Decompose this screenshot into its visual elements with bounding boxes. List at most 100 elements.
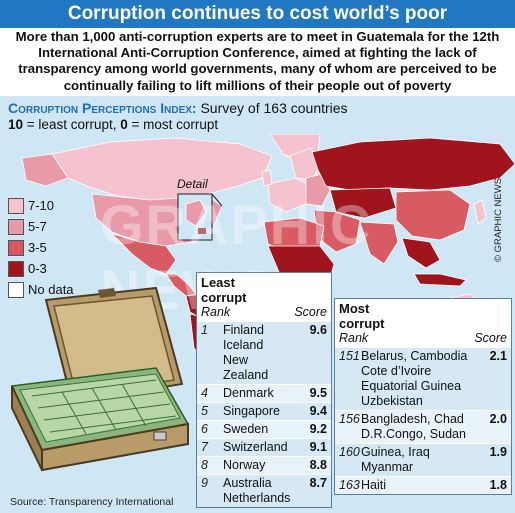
rank-cell: 163 [339,478,360,492]
most-corrupt-title: Most corrupt [339,301,385,331]
legend-label: 7-10 [28,198,55,213]
legend-item: 7-10 [8,196,74,215]
index-title: Corruption Perceptions Index: [8,100,197,116]
country-name: Haiti [361,478,387,492]
scale-zero: 0 [120,117,128,132]
legend: 7-10 5-7 3-5 0-3 No data [8,196,74,301]
map-indonesia [413,273,467,287]
table-row: 163 Haiti 1.8 [335,476,511,494]
rank-header: Rank [201,305,231,319]
country-name: Cote d’Ivoire [361,364,432,378]
score-cell: 9.2 [309,422,327,436]
rank-cell: 4 [201,386,208,400]
score-cell: 8.8 [309,458,327,472]
rank-cell: 160 [339,445,360,459]
score-header: Score [474,331,507,345]
rank-header: Rank [339,331,369,345]
legend-swatch [8,281,24,298]
map-uk [261,169,273,187]
map-india [359,221,399,265]
score-cell: 2.1 [489,349,507,363]
country-cell: Australia Netherlands [223,476,293,506]
least-corrupt-title: Least corrupt [201,275,247,305]
table-row: 1 Finland Iceland New Zealand 9.6 [197,321,331,384]
score-cell: 2.0 [489,412,507,426]
table-row: 160 Guinea, Iraq Myanmar 1.9 [335,443,511,476]
country-cell: Guinea, Iraq Myanmar [361,445,473,475]
legend-swatch [8,260,24,277]
country-cell: Sweden [223,422,293,437]
country-name: Netherlands [223,491,291,505]
index-survey: Survey of 163 countries [200,100,348,116]
most-corrupt-table: Most corrupt Rank Score 151 Belarus, Cambod… [334,298,512,495]
legend-item: 3-5 [8,238,74,257]
cash-briefcase-illustration [10,286,190,472]
country-name: Equatorial Guinea [361,379,462,393]
scale-ten: 10 [8,117,24,132]
rank-cell: 9 [201,476,208,490]
detail-caribbean [185,199,207,227]
map-russia [311,137,515,191]
map-alaska [21,153,69,187]
rank-cell: 5 [201,404,208,418]
score-cell: 9.4 [309,404,327,418]
detail-label: Detail [177,177,208,191]
table-row: 4 Denmark 9.5 [197,384,331,402]
country-cell: Belarus, Cambodia Cote d’Ivoire Equatorial… [361,349,473,409]
table-row: 151 Belarus, Cambodia Cote d’Ivoire Equator… [335,347,511,410]
country-name: Denmark [223,386,274,400]
country-cell: Singapore [223,404,293,419]
rank-cell: 1 [201,323,208,337]
country-name: Norway [223,458,266,472]
country-cell: Switzerland [223,440,293,455]
score-header: Score [294,305,327,319]
country-cell: Norway [223,458,293,473]
map-japan [473,199,487,225]
country-name: Australia [223,476,272,490]
country-cell: Denmark [223,386,293,401]
legend-label: No data [28,282,74,297]
country-name: Switzerland [223,440,288,454]
rank-cell: 6 [201,422,208,436]
table-row: 8 Norway 8.8 [197,456,331,474]
table-row: 7 Switzerland 9.1 [197,438,331,456]
legend-item: No data [8,280,74,299]
country-name: Finland [223,323,264,337]
score-cell: 1.8 [489,478,507,492]
table-row: 9 Australia Netherlands 8.7 [197,474,331,507]
legend-swatch [8,218,24,235]
index-scale: 10 = least corrupt, 0 = most corrupt [8,117,218,132]
country-name: Uzbekistan [361,394,423,408]
least-corrupt-table: Least corrupt Rank Score 1 Finland Iceland Ne… [196,272,332,508]
map-central-asia [329,187,397,219]
rank-cell: 156 [339,412,360,426]
map-southeast-asia [401,237,441,269]
legend-label: 3-5 [28,240,47,255]
table-row: 156 Bangladesh, Chad D.R.Congo, Sudan 2.0 [335,410,511,443]
most-corrupt-col-headers: Rank Score [339,331,507,345]
country-name: Sweden [223,422,269,436]
country-name: New Zealand [223,353,269,382]
legend-item: 0-3 [8,259,74,278]
legend-label: 5-7 [28,219,47,234]
scale-zero-text: = most corrupt [131,117,219,132]
country-cell: Haiti [361,478,473,493]
most-corrupt-header: Most corrupt Rank Score [335,299,511,347]
headline: Corruption continues to cost world’s poo… [0,0,515,28]
scale-ten-text: = least corrupt, [26,117,117,132]
map-china [395,189,471,241]
country-name: Belarus, Cambodia [361,349,468,363]
least-corrupt-col-headers: Rank Score [201,305,327,319]
rank-cell: 8 [201,458,208,472]
score-cell: 9.6 [309,323,327,337]
legend-label: 0-3 [28,261,47,276]
table-row: 6 Sweden 9.2 [197,420,331,438]
score-cell: 9.1 [309,440,327,454]
country-name: Myanmar [361,460,414,474]
score-cell: 1.9 [489,445,507,459]
score-cell: 9.5 [309,386,327,400]
country-name: Guinea, Iraq [361,445,430,459]
country-name: D.R.Congo, Sudan [361,427,466,441]
intro-text: More than 1,000 anti-corruption experts … [15,29,500,93]
